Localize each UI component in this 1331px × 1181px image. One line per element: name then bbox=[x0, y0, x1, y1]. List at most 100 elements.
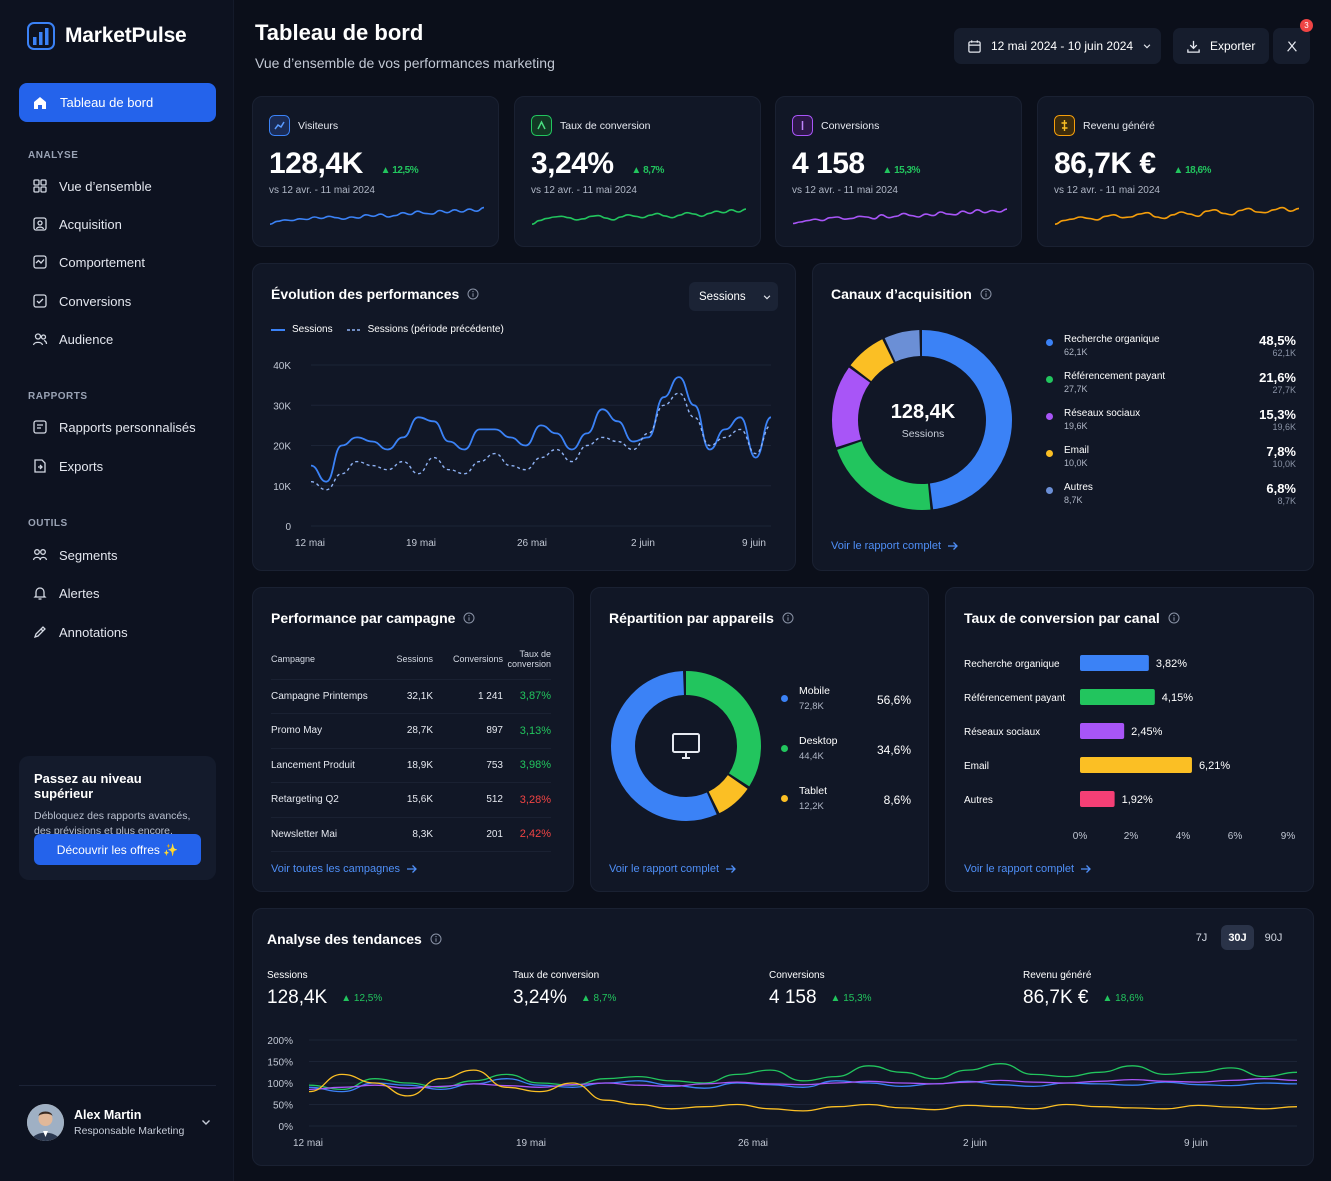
info-icon[interactable] bbox=[980, 288, 992, 300]
legend-label: Autres bbox=[1064, 482, 1093, 493]
info-icon[interactable] bbox=[782, 612, 794, 624]
metric-select[interactable]: Sessions bbox=[689, 282, 778, 311]
home-icon bbox=[34, 96, 46, 109]
campaign-sessions: 15,6K bbox=[391, 782, 433, 818]
legend-item[interactable]: Recherche organique 62,1K 48,5% 62,1K bbox=[1046, 333, 1296, 367]
sidebar: MarketPulse Tableau de bord ANALYSE Vue … bbox=[0, 0, 234, 1181]
range-90d-button[interactable]: 90J bbox=[1264, 931, 1283, 944]
legend-item[interactable]: Mobile 72,8K 56,6% bbox=[781, 685, 911, 719]
kpi-compare: vs 12 avr. - 11 mai 2024 bbox=[1054, 185, 1160, 196]
table-row[interactable]: Newsletter Mai 8,3K 201 2,42% bbox=[271, 817, 551, 852]
donut-slice bbox=[611, 671, 717, 821]
table-row[interactable]: Promo May 28,7K 897 3,13% bbox=[271, 713, 551, 749]
sidebar-item-overview[interactable]: Vue d’ensemble bbox=[32, 176, 152, 196]
legend-item[interactable]: Référencement payant 27,7K 21,6% 27,7K bbox=[1046, 370, 1296, 404]
sidebar-item-alerts[interactable]: Alertes bbox=[32, 583, 99, 603]
check-square-icon bbox=[33, 294, 47, 308]
info-icon[interactable] bbox=[467, 288, 479, 300]
info-icon[interactable] bbox=[463, 612, 475, 624]
sidebar-item-annotations[interactable]: Annotations bbox=[32, 622, 128, 642]
user-menu[interactable]: Alex Martin Responsable Marketing bbox=[27, 1104, 212, 1141]
y-tick-label: 50% bbox=[273, 1101, 293, 1112]
legend-count: 12,2K bbox=[799, 801, 824, 812]
range-7d-button[interactable]: 7J bbox=[1195, 931, 1208, 944]
sidebar-item-conversions[interactable]: Conversions bbox=[32, 291, 131, 311]
acquisition-full-report-link[interactable]: Voir le rapport complet bbox=[831, 540, 959, 552]
legend-dot bbox=[1046, 487, 1053, 494]
column-header[interactable]: Conversions bbox=[433, 639, 503, 680]
x-tick-label: 2% bbox=[1124, 831, 1139, 842]
sidebar-item-custom-reports[interactable]: Rapports personnalisés bbox=[32, 417, 196, 437]
table-row[interactable]: Lancement Produit 18,9K 753 3,98% bbox=[271, 748, 551, 783]
legend-item[interactable]: Desktop 44,4K 34,6% bbox=[781, 735, 911, 769]
bar bbox=[1080, 757, 1192, 773]
x-tick-label: 2 juin bbox=[963, 1138, 987, 1149]
conv-full-report-link[interactable]: Voir le rapport complet bbox=[964, 863, 1092, 875]
trend-metric-value: 3,24% bbox=[513, 987, 567, 1008]
donut-slice bbox=[832, 367, 871, 448]
trend-metric[interactable]: Taux de conversion 3,24% ▲ 8,7% bbox=[513, 970, 616, 1009]
sidebar-item-audience[interactable]: Audience bbox=[32, 329, 113, 349]
kpi-card-revenue[interactable]: Revenu généré 86,7K € ▲ 18,6% vs 12 avr.… bbox=[1037, 96, 1314, 247]
legend-dot bbox=[1046, 339, 1053, 346]
sidebar-item-label: Conversions bbox=[59, 293, 132, 309]
info-icon[interactable] bbox=[1168, 612, 1180, 624]
trend-metric[interactable]: Sessions 128,4K ▲ 12,5% bbox=[267, 970, 382, 1009]
nav-section-analyse: ANALYSE bbox=[28, 150, 79, 161]
sidebar-item-behavior[interactable]: Comportement bbox=[32, 252, 145, 272]
page-subtitle: Vue d’ensemble de vos performances marke… bbox=[255, 55, 555, 71]
trend-metric-delta: ▲ 8,7% bbox=[580, 992, 617, 1004]
kpi-delta: ▲ 8,7% bbox=[631, 165, 664, 176]
chevron-down-icon bbox=[763, 294, 771, 299]
x-tick-label: 2 juin bbox=[631, 538, 655, 549]
table-row[interactable]: Campagne Printemps 32,1K 1 241 3,87% bbox=[271, 679, 551, 714]
series-line bbox=[308, 1063, 1298, 1091]
trend-metric-value: 86,7K € bbox=[1023, 987, 1089, 1008]
column-header[interactable]: Campagne bbox=[271, 639, 391, 680]
y-tick-label: 40K bbox=[273, 361, 291, 372]
sidebar-item-segments[interactable]: Segments bbox=[32, 545, 118, 565]
sparkline-line bbox=[531, 208, 747, 225]
trend-metric[interactable]: Revenu généré 86,7K € ▲ 18,6% bbox=[1023, 970, 1144, 1009]
kpi-value: 3,24% bbox=[531, 147, 614, 180]
legend-item[interactable]: Autres 8,7K 6,8% 8,7K bbox=[1046, 481, 1296, 515]
legend-item[interactable]: Réseaux sociaux 19,6K 15,3% 19,6K bbox=[1046, 407, 1296, 441]
column-header[interactable]: Sessions bbox=[391, 639, 433, 680]
trend-metric-row: 128,4K ▲ 12,5% bbox=[267, 987, 382, 1009]
bar bbox=[1080, 723, 1125, 739]
kpi-label: Visiteurs bbox=[298, 119, 339, 132]
monitor-icon bbox=[672, 733, 700, 759]
sidebar-item-acquisition[interactable]: Acquisition bbox=[32, 214, 122, 234]
card-title: Évolution des performances bbox=[271, 286, 479, 302]
donut-slice bbox=[921, 330, 1012, 510]
all-campaigns-link[interactable]: Voir toutes les campagnes bbox=[271, 863, 418, 875]
kpi-card-visitors[interactable]: Visiteurs 128,4K ▲ 12,5% vs 12 avr. - 11… bbox=[252, 96, 499, 247]
chevron-down-icon[interactable] bbox=[200, 1116, 212, 1128]
legend-item[interactable]: Tablet 12,2K 8,6% bbox=[781, 785, 911, 819]
trend-metric-delta: ▲ 15,3% bbox=[830, 992, 872, 1004]
annotation-icon bbox=[33, 626, 46, 639]
x-tick-label: 19 mai bbox=[516, 1138, 546, 1149]
sidebar-item-exports[interactable]: Exports bbox=[32, 456, 103, 476]
legend-item[interactable]: Email 10,0K 7,8% 10,0K bbox=[1046, 444, 1296, 478]
date-range-picker[interactable]: 12 mai 2024 - 10 juin 2024 bbox=[954, 28, 1161, 64]
export-button[interactable]: Exporter bbox=[1173, 28, 1269, 64]
link-label: Voir le rapport complet bbox=[609, 863, 720, 875]
kpi-delta: ▲ 18,6% bbox=[1173, 165, 1211, 176]
kpi-card-conversions[interactable]: Conversions 4 158 ▲ 15,3% vs 12 avr. - 1… bbox=[775, 96, 1022, 247]
trends-title: Analyse des tendances bbox=[267, 931, 422, 947]
discover-offers-button[interactable]: Découvrir les offres ✨ bbox=[34, 834, 201, 865]
grid-icon bbox=[33, 179, 47, 193]
trend-metric[interactable]: Conversions 4 158 ▲ 15,3% bbox=[769, 970, 872, 1009]
legend-sub: 62,1K bbox=[1272, 348, 1296, 358]
devices-full-report-link[interactable]: Voir le rapport complet bbox=[609, 863, 737, 875]
sidebar-item-dashboard[interactable]: Tableau de bord bbox=[19, 83, 216, 122]
brand[interactable]: MarketPulse bbox=[27, 22, 187, 50]
info-icon[interactable] bbox=[430, 933, 442, 945]
table-row[interactable]: Retargeting Q2 15,6K 512 3,28% bbox=[271, 782, 551, 818]
notifications-button[interactable] bbox=[1273, 28, 1310, 64]
range-30d-button[interactable]: 30J bbox=[1221, 925, 1254, 950]
kpi-card-conversion-rate[interactable]: Taux de conversion 3,24% ▲ 8,7% vs 12 av… bbox=[514, 96, 761, 247]
column-header[interactable]: Taux de conversion bbox=[503, 639, 551, 680]
donut-slice bbox=[708, 774, 748, 814]
